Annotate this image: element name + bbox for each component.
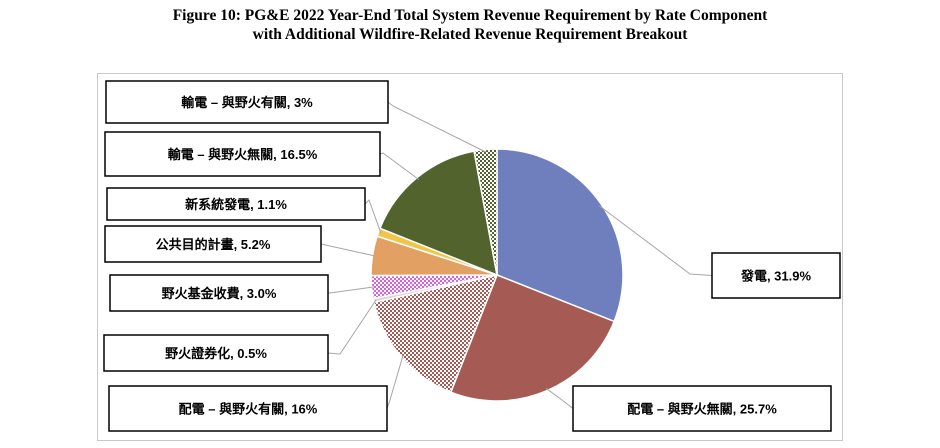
slice-label: 輸電 – 與野火無關, 16.5% [168, 147, 318, 162]
slice-label-box [106, 187, 366, 221]
figure-title: Figure 10: PG&E 2022 Year-End Total Syst… [0, 6, 940, 44]
pie-slice [373, 273, 499, 394]
pie-slice [379, 150, 498, 277]
slice-label-box [109, 274, 329, 312]
slice-label-box [108, 385, 388, 432]
slice-label: 輸電 – 與野火有關, 3% [181, 95, 313, 110]
leader-line [379, 152, 419, 180]
pie-slice [449, 274, 616, 402]
leader-line [327, 299, 377, 355]
figure-title-line1: Figure 10: PG&E 2022 Year-End Total Syst… [172, 7, 768, 24]
leader-line [598, 205, 713, 276]
leader-line [320, 243, 376, 257]
figure-title-line2: with Additional Wildfire-Related Revenue… [252, 26, 688, 43]
leader-line [545, 387, 574, 409]
slice-label: 公共目的計畫, 5.2% [156, 237, 271, 252]
leader-line [386, 355, 404, 409]
slice-label: 野火基金收費, 3.0% [162, 286, 277, 301]
pie-slice [496, 148, 624, 323]
pie-slice [473, 148, 498, 276]
slice-label-box [572, 385, 832, 432]
slice-label: 配電 – 與野火有關, 16% [179, 402, 318, 417]
leader-line [364, 199, 382, 234]
slice-label-box [104, 131, 381, 177]
slice-label-box [103, 334, 329, 372]
slice-label-box [104, 225, 322, 263]
leader-line [328, 286, 375, 294]
slice-label: 新系統發電, 1.1% [185, 197, 287, 212]
slice-label-box [105, 80, 389, 124]
slice-label-box [711, 252, 841, 299]
leader-line [387, 101, 486, 153]
slice-label: 配電 – 與野火無關, 25.7% [627, 402, 777, 417]
slice-label: 發電, 31.9% [740, 269, 812, 284]
slice-label: 野火證券化, 0.5% [165, 346, 267, 361]
